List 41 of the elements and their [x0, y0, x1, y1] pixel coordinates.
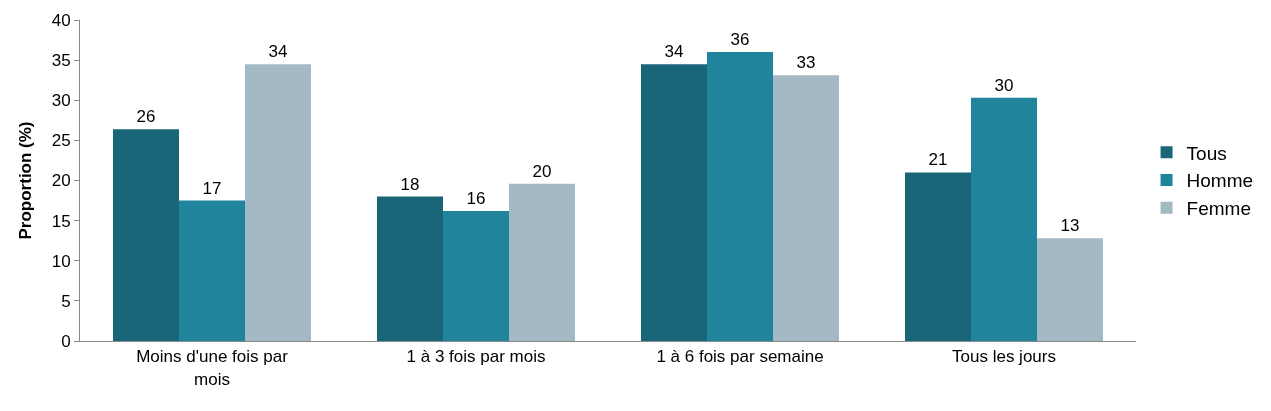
x-tick-label: 1 à 6 fois par semaine [656, 347, 824, 367]
data-label: 33 [796, 53, 816, 73]
bar [245, 64, 311, 341]
y-tick-label: 20 [51, 171, 71, 191]
data-label: 30 [994, 75, 1014, 95]
data-label: 16 [466, 189, 486, 208]
data-label: 20 [532, 161, 552, 181]
x-tick-label: Moins d'une fois par mois [136, 347, 289, 389]
bar [1037, 238, 1103, 341]
y-tick-label: 10 [51, 251, 71, 271]
data-label: 36 [730, 30, 750, 50]
legend-label: Tous [1186, 142, 1227, 164]
x-tick-label: Tous les jours [952, 347, 1056, 367]
data-label: 18 [400, 174, 420, 194]
y-tick-label: 0 [61, 331, 71, 351]
bar [179, 200, 245, 341]
data-label: 21 [928, 150, 948, 170]
y-tick-label: 15 [51, 211, 71, 231]
bar [971, 97, 1037, 341]
bar [443, 211, 509, 341]
data-label: 26 [136, 107, 156, 127]
y-tick-label: 40 [51, 10, 71, 30]
y-tick-label: 30 [51, 91, 71, 111]
bar [113, 129, 179, 341]
y-axis-title: Proportion (%) [16, 121, 36, 240]
legend-label: Femme [1186, 198, 1251, 220]
y-tick-label: 5 [61, 291, 71, 311]
data-label: 17 [202, 178, 222, 198]
bar [707, 52, 773, 341]
data-label: 34 [664, 42, 684, 62]
y-tick-label: 35 [51, 51, 71, 71]
bar [773, 75, 839, 341]
x-tick-label: 1 à 3 fois par mois [406, 347, 546, 367]
y-tick-label: 25 [51, 131, 71, 151]
bar [641, 64, 707, 341]
data-label: 13 [1060, 216, 1080, 236]
bar [509, 183, 575, 341]
bar [905, 172, 971, 341]
data-label: 34 [268, 42, 288, 62]
legend-label: Homme [1186, 170, 1254, 192]
bar [377, 196, 443, 341]
